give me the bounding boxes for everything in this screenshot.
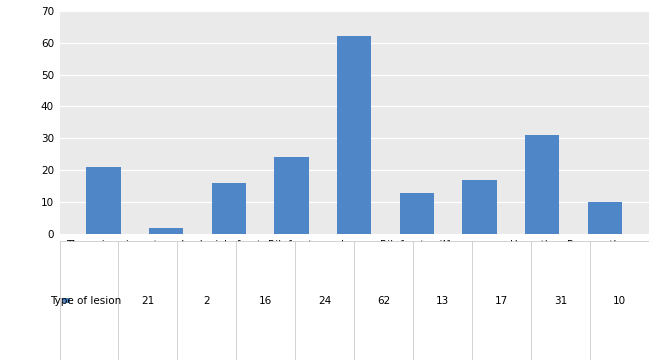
Bar bbox=[86, 167, 121, 234]
Bar bbox=[337, 36, 371, 234]
Text: 24: 24 bbox=[318, 296, 332, 306]
Bar bbox=[400, 193, 434, 234]
Text: 13: 13 bbox=[436, 296, 449, 306]
Text: 31: 31 bbox=[553, 296, 567, 306]
Bar bbox=[462, 180, 496, 234]
Bar bbox=[587, 202, 622, 234]
Text: 21: 21 bbox=[141, 296, 155, 306]
Text: 2: 2 bbox=[203, 296, 211, 306]
Text: Type of lesion: Type of lesion bbox=[50, 296, 122, 306]
Text: 16: 16 bbox=[259, 296, 273, 306]
Text: 10: 10 bbox=[613, 296, 626, 306]
Bar bbox=[62, 298, 70, 303]
Bar bbox=[525, 135, 559, 234]
Bar bbox=[149, 228, 183, 234]
Bar bbox=[212, 183, 246, 234]
Text: 17: 17 bbox=[495, 296, 508, 306]
Text: 62: 62 bbox=[377, 296, 391, 306]
Bar bbox=[274, 157, 308, 234]
